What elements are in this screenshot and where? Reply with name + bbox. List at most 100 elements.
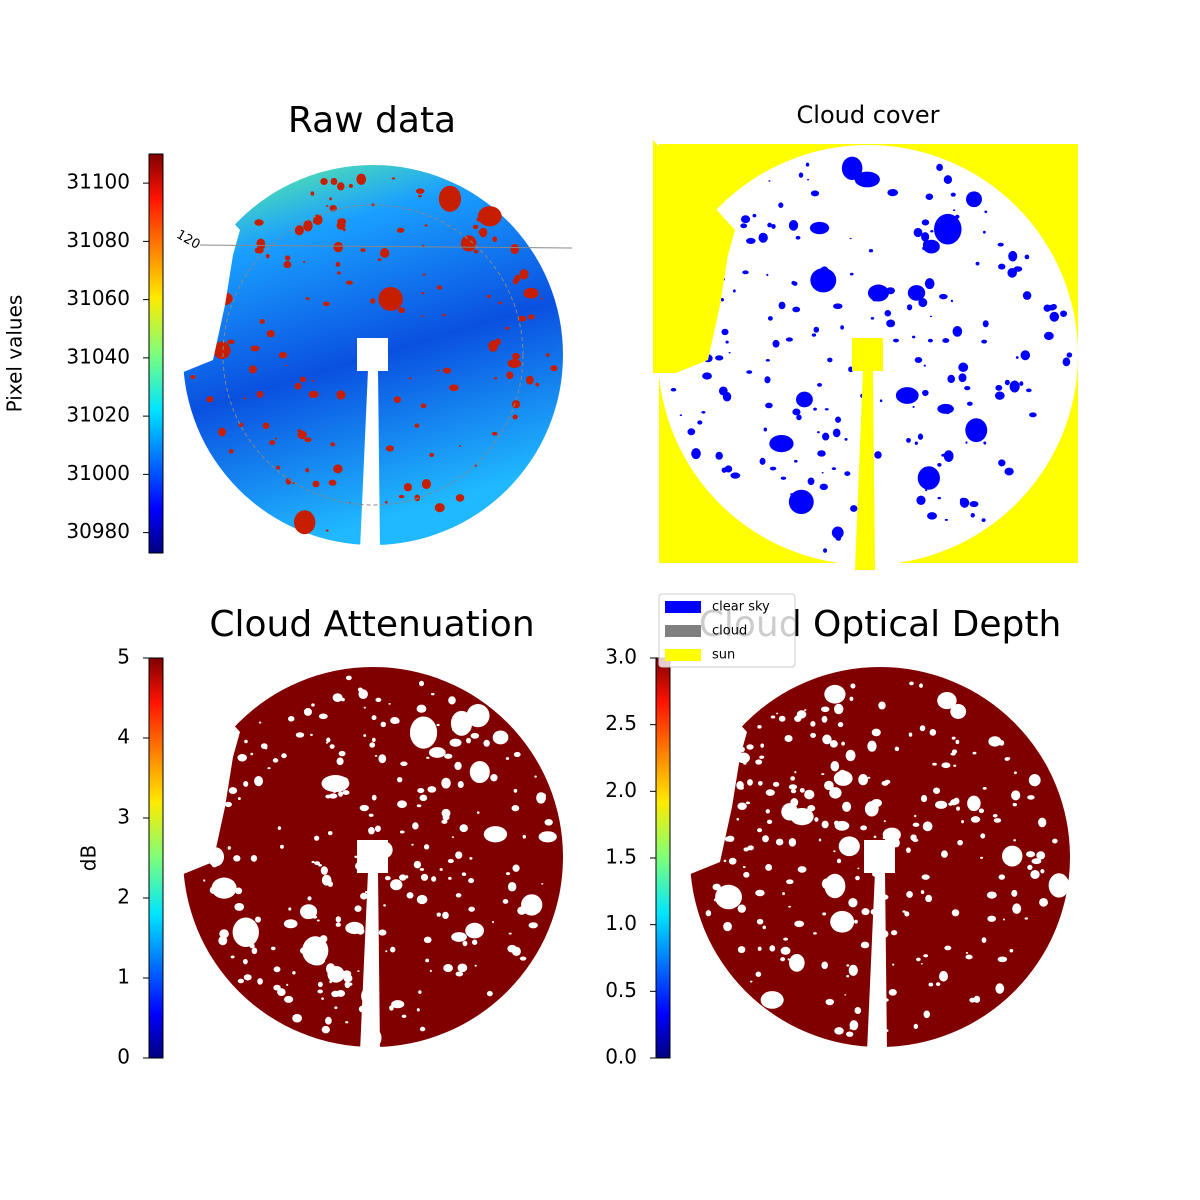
sky-blob (325, 794, 332, 799)
sky-blob (1009, 380, 1020, 393)
sky-blob (416, 804, 422, 808)
sky-blob (459, 824, 468, 833)
sky-blob (257, 978, 263, 985)
tick-label: 31000 (66, 461, 130, 485)
sky-blob (765, 402, 773, 409)
sky-blob (429, 452, 435, 458)
sky-blob (848, 964, 858, 976)
sky-blob (329, 980, 332, 984)
sky-blob (834, 820, 850, 831)
sky-blob (756, 918, 764, 925)
sky-blob (805, 162, 810, 167)
sky-blob (691, 448, 701, 460)
sky-blob (830, 910, 855, 933)
sky-blob (305, 468, 310, 473)
sky-blob (821, 820, 829, 829)
sky-blob (910, 834, 917, 841)
sky-blob (817, 382, 823, 387)
sky-blob (307, 896, 312, 901)
sky-blob (998, 459, 1006, 467)
sky-blob (818, 838, 822, 842)
sky-blob (335, 916, 342, 923)
sky-blob (1028, 774, 1041, 787)
sky-blob (933, 787, 941, 794)
sun-block (852, 338, 883, 371)
sky-blob (794, 715, 802, 722)
legend-label: cloud (712, 624, 747, 639)
sky-blob (507, 881, 517, 892)
sky-blob (474, 964, 477, 967)
sky-blob (357, 970, 360, 973)
sky-blob (211, 862, 218, 868)
sky-blob (953, 764, 957, 767)
sky-blob (384, 500, 388, 504)
sky-blob (763, 427, 768, 432)
sky-blob (419, 1026, 426, 1032)
sky-blob (908, 732, 913, 737)
sky-blob (455, 494, 465, 502)
sky-blob (389, 1005, 394, 1011)
sky-blob (790, 789, 797, 794)
sky-blob (384, 875, 391, 881)
sky-blob (892, 963, 895, 966)
sky-blob (788, 953, 805, 972)
sky-blob (871, 799, 883, 808)
sky-blob (827, 357, 833, 363)
sky-blob (844, 994, 847, 996)
sky-blob (1031, 858, 1042, 865)
tick-label: 2 (117, 885, 130, 909)
sky-blob (417, 788, 425, 794)
sky-blob (1004, 379, 1010, 386)
sky-blob (811, 333, 817, 337)
sky-blob (522, 834, 526, 839)
sky-blob (458, 445, 462, 448)
sky-blob (336, 757, 344, 766)
sky-blob (487, 294, 491, 299)
sky-blob (934, 213, 962, 245)
sky-blob (1024, 917, 1029, 920)
sky-blob (418, 990, 422, 994)
sky-blob (810, 720, 816, 727)
sky-blob (860, 825, 867, 831)
sky-blob (466, 704, 490, 728)
sky-blob (227, 339, 235, 345)
sky-blob (742, 865, 746, 869)
colorbar-label: dB (77, 845, 101, 871)
sky-blob (448, 876, 452, 880)
sky-blob (986, 891, 997, 899)
sky-blob (378, 929, 387, 936)
sky-blob (455, 893, 462, 898)
sky-blob (380, 721, 386, 728)
sky-blob (1032, 774, 1038, 779)
sky-blob (332, 693, 343, 702)
sky-blob (510, 243, 520, 255)
sky-blob (922, 821, 933, 832)
sky-blob (1026, 851, 1036, 858)
sky-blob (849, 696, 854, 701)
sky-blob (922, 389, 929, 397)
sky-blob (228, 449, 234, 454)
sky-blob (244, 739, 248, 744)
sky-blob (982, 786, 987, 790)
sky-blob (318, 713, 328, 720)
sky-blob (720, 297, 724, 302)
sky-blob (854, 171, 880, 188)
sky-blob (415, 188, 425, 194)
sky-blob (476, 217, 483, 222)
sky-blob (469, 856, 473, 860)
sky-blob (414, 423, 420, 428)
sky-blob (310, 733, 313, 737)
sky-blob (790, 808, 814, 826)
sky-blob (762, 925, 766, 930)
sky-blob (824, 873, 846, 899)
sky-blob (436, 285, 443, 290)
sky-blob (867, 776, 871, 779)
sky-blob (429, 969, 432, 973)
sky-blob (338, 791, 343, 797)
sky-blob (338, 750, 346, 757)
sky-blob (782, 892, 785, 896)
sky-blob (528, 922, 538, 929)
sky-blob (517, 906, 527, 915)
sky-blob (814, 817, 819, 822)
sky-blob (313, 835, 320, 841)
